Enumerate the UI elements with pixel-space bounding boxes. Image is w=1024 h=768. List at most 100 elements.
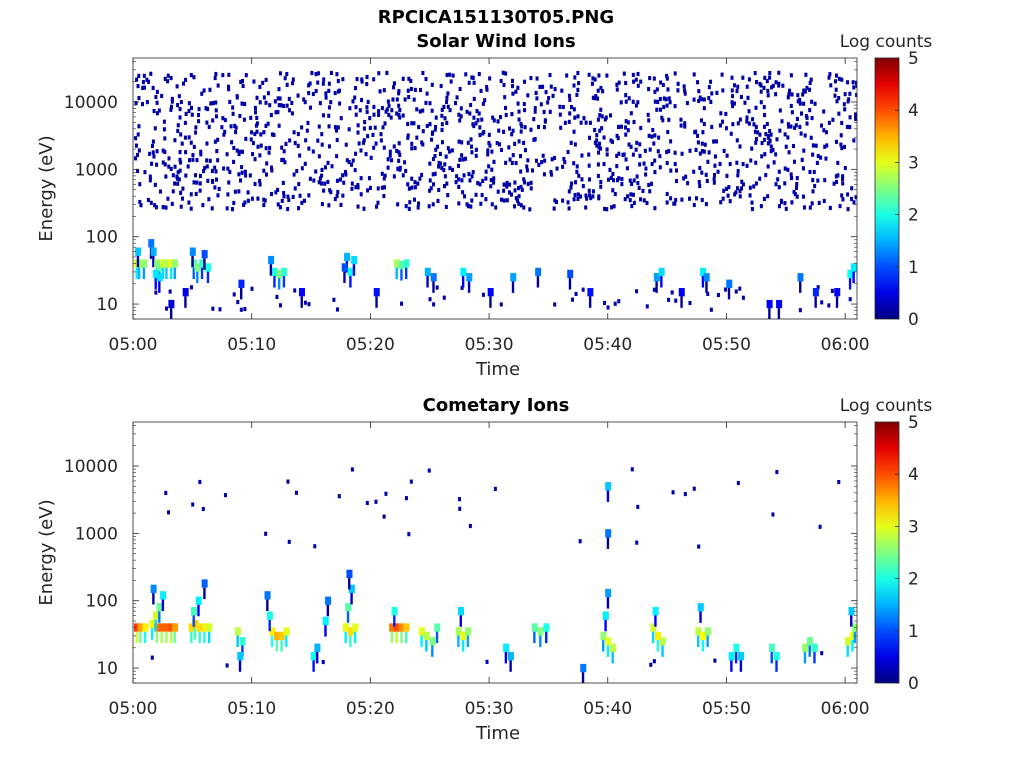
top-background-cell bbox=[189, 206, 193, 211]
figure-title: RPCICA151130T05.PNG bbox=[377, 7, 615, 28]
top-background-cell bbox=[282, 149, 286, 154]
top-background-cell bbox=[460, 285, 464, 290]
top-background-cell bbox=[783, 166, 787, 171]
top-background-cell bbox=[239, 79, 243, 85]
top-background-cell bbox=[460, 178, 464, 183]
top-background-cell bbox=[382, 145, 386, 150]
bottom-data-cell bbox=[139, 631, 142, 644]
top-background-cell bbox=[492, 176, 496, 181]
top-background-cell bbox=[180, 141, 184, 146]
top-data-cell bbox=[137, 267, 141, 280]
bottom-data-cell bbox=[161, 599, 165, 611]
top-data-cell bbox=[161, 267, 165, 280]
top-background-cell bbox=[593, 127, 597, 133]
top-data-cell bbox=[852, 271, 855, 284]
top-background-cell bbox=[712, 176, 716, 181]
top-background-cell bbox=[665, 149, 669, 155]
top-background-cell bbox=[314, 88, 318, 94]
top-background-cell bbox=[624, 93, 628, 98]
top-background-cell bbox=[223, 129, 227, 134]
top-background-cell bbox=[282, 194, 286, 199]
top-background-cell bbox=[566, 149, 570, 155]
bottom-y-axis-label: Energy (eV) bbox=[36, 499, 57, 605]
top-background-cell bbox=[802, 205, 806, 210]
top-background-cell bbox=[444, 154, 448, 159]
top-background-cell bbox=[498, 115, 502, 120]
top-background-cell bbox=[320, 142, 324, 147]
top-background-cell bbox=[488, 76, 492, 81]
bottom-data-cell bbox=[431, 645, 434, 657]
top-background-cell bbox=[576, 70, 580, 76]
top-background-cell bbox=[154, 94, 158, 100]
top-background-cell bbox=[603, 206, 607, 211]
bottom-data-cell bbox=[420, 635, 423, 648]
top-background-cell bbox=[161, 205, 165, 210]
top-background-cell bbox=[329, 70, 333, 76]
bottom-background-cell bbox=[652, 659, 656, 664]
top-background-cell bbox=[481, 178, 485, 184]
top-background-cell bbox=[466, 140, 470, 145]
top-background-cell bbox=[696, 80, 700, 85]
top-data-cell bbox=[347, 267, 354, 277]
top-background-cell bbox=[386, 165, 390, 170]
bottom-background-cell bbox=[775, 469, 779, 475]
top-background-cell bbox=[368, 185, 372, 190]
top-background-cell bbox=[759, 100, 763, 105]
top-background-cell bbox=[709, 307, 713, 312]
top-background-cell bbox=[178, 106, 182, 112]
top-background-cell bbox=[368, 116, 372, 121]
top-data-cell bbox=[343, 271, 346, 284]
bottom-data-cell bbox=[730, 660, 733, 672]
top-background-cell bbox=[738, 189, 742, 194]
top-background-cell bbox=[443, 162, 447, 167]
top-background-cell bbox=[302, 198, 306, 203]
bottom-data-cell bbox=[239, 637, 246, 646]
top-background-cell bbox=[595, 143, 599, 148]
top-background-cell bbox=[553, 87, 557, 92]
top-background-cell bbox=[599, 179, 603, 185]
bottom-data-cell bbox=[543, 623, 550, 632]
top-background-cell bbox=[264, 123, 268, 128]
bottom-data-cell bbox=[739, 660, 743, 672]
bottom-data-cell bbox=[352, 623, 359, 632]
top-background-cell bbox=[391, 97, 395, 102]
top-data-cell bbox=[205, 263, 212, 272]
top-background-cell bbox=[350, 186, 354, 191]
top-background-cell bbox=[243, 101, 247, 107]
top-background-cell bbox=[214, 100, 218, 105]
top-background-cell bbox=[164, 205, 168, 210]
top-background-cell bbox=[136, 84, 140, 89]
top-background-cell bbox=[419, 87, 423, 93]
bottom-background-cell bbox=[313, 544, 317, 549]
bottom-data-cell bbox=[190, 606, 197, 616]
top-background-cell bbox=[658, 96, 662, 102]
top-background-cell bbox=[647, 182, 651, 188]
top-background-cell bbox=[176, 170, 180, 175]
bottom-data-cell bbox=[539, 635, 542, 648]
top-background-cell bbox=[698, 183, 702, 189]
top-background-cell bbox=[656, 99, 660, 105]
top-background-cell bbox=[836, 173, 840, 178]
top-background-cell bbox=[337, 88, 341, 93]
bottom-background-cell bbox=[287, 539, 291, 544]
top-data-cell bbox=[154, 278, 157, 290]
top-background-cell bbox=[823, 144, 827, 149]
top-background-cell bbox=[309, 105, 313, 110]
bottom-data-cell bbox=[322, 616, 329, 626]
top-background-cell bbox=[694, 196, 698, 201]
bottom-data-cell bbox=[602, 640, 605, 652]
top-background-cell bbox=[764, 132, 768, 137]
bottom-data-cell bbox=[609, 643, 616, 652]
top-background-cell bbox=[504, 71, 508, 76]
top-background-cell bbox=[326, 160, 330, 165]
bottom-data-cell bbox=[700, 631, 707, 641]
top-background-cell bbox=[622, 152, 626, 157]
top-background-cell bbox=[250, 286, 254, 291]
bottom-y-tick-label: 1000 bbox=[75, 524, 118, 544]
top-background-cell bbox=[787, 124, 791, 129]
top-background-cell bbox=[317, 124, 321, 129]
top-background-cell bbox=[848, 91, 852, 96]
top-background-cell bbox=[320, 202, 324, 207]
top-background-cell bbox=[567, 206, 571, 211]
top-background-cell bbox=[461, 157, 465, 162]
